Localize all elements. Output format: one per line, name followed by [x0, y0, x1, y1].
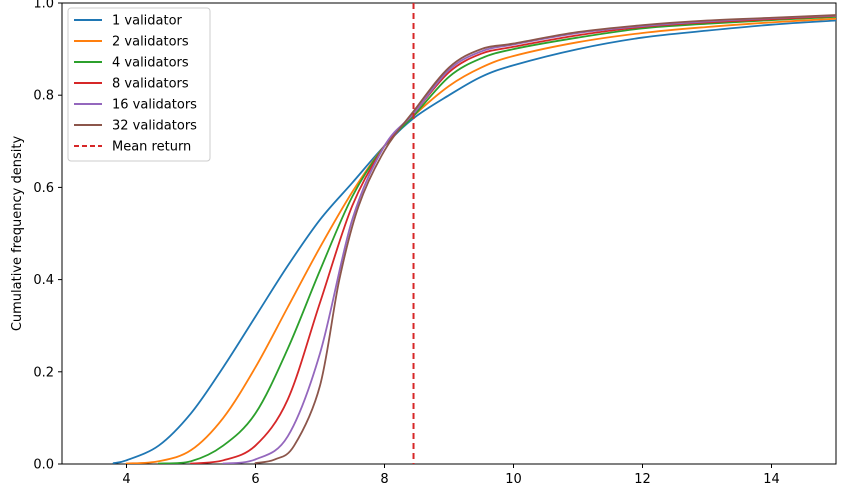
y-tick-label: 0.2 [33, 365, 54, 380]
y-tick-label: 0.8 [33, 89, 54, 104]
legend-box [67, 7, 211, 162]
y-axis-label: Cumulative frequency density [10, 136, 25, 332]
series-layer [112, 3, 836, 464]
series-line-32-validators [254, 14, 836, 464]
legend-label: 8 validators [112, 77, 189, 92]
x-tick-label: 6 [251, 472, 259, 487]
y-tick-label: 0.0 [33, 458, 54, 473]
series-line-4-validators [157, 15, 836, 464]
x-tick-label: 14 [763, 472, 780, 487]
plot-frame [61, 2, 837, 465]
legend-label: 16 validators [112, 98, 197, 113]
series-line-1-validator [112, 19, 836, 464]
y-tick-label: 1.0 [33, 0, 54, 12]
x-tick-label: 10 [505, 472, 522, 487]
x-tick-label: 8 [380, 472, 388, 487]
legend-label: 4 validators [112, 56, 189, 71]
legend-label: 2 validators [112, 35, 189, 50]
y-tick-label: 0.6 [33, 181, 54, 196]
x-tick-label: 4 [122, 472, 130, 487]
y-tick-label: 0.4 [33, 273, 54, 288]
axes: 4 6 8 10 12 14 0.0 0.2 0.4 0.6 0.8 1.0 Cumulative fr… [10, 0, 837, 487]
series-line-2-validators [125, 17, 836, 464]
series-line-16-validators [222, 14, 836, 464]
x-tick-label: 12 [634, 472, 651, 487]
legend-label: Mean return [112, 140, 191, 155]
legend-label: 32 validators [112, 119, 197, 134]
series-line-8-validators [190, 15, 836, 464]
legend-label: 1 validator [112, 14, 183, 29]
legend: 1 validator 2 validators 4 validators 8 val… [67, 7, 211, 162]
